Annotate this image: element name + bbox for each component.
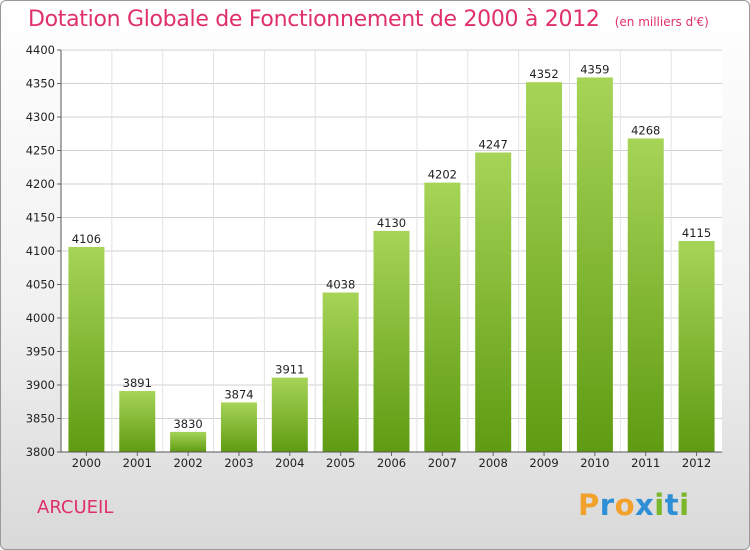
bar-value-label: 4359 xyxy=(580,62,609,76)
bar xyxy=(373,230,410,452)
bar xyxy=(220,402,257,452)
x-tick-label: 2001 xyxy=(123,456,152,470)
x-tick-label: 2005 xyxy=(326,456,355,470)
x-tick-label: 2003 xyxy=(224,456,253,470)
bar xyxy=(627,138,664,452)
x-tick-label: 2002 xyxy=(173,456,202,470)
title-row: Dotation Globale de Fonctionnement de 20… xyxy=(28,7,709,32)
x-tick-label: 2006 xyxy=(377,456,406,470)
y-tick-label: 4250 xyxy=(26,144,55,158)
y-tick-label: 3900 xyxy=(26,378,55,392)
bar xyxy=(119,391,156,452)
y-tick-label: 4150 xyxy=(26,211,55,225)
y-tick-label: 4350 xyxy=(26,77,55,91)
bar xyxy=(526,82,563,452)
x-tick-label: 2000 xyxy=(72,456,101,470)
bar-value-label: 3911 xyxy=(275,363,304,377)
y-tick-label: 3850 xyxy=(26,412,55,426)
bar-value-label: 3891 xyxy=(123,376,152,390)
city-label: ARCUEIL xyxy=(37,497,114,518)
x-tick-label: 2012 xyxy=(682,456,711,470)
chart-unit: (en milliers d'€) xyxy=(614,15,709,29)
chart-title: Dotation Globale de Fonctionnement de 20… xyxy=(28,7,600,32)
bar-value-label: 4115 xyxy=(682,226,711,240)
bar-value-label: 4202 xyxy=(428,168,457,182)
bar-value-label: 4130 xyxy=(377,216,406,230)
bar xyxy=(68,246,105,452)
y-tick-label: 3950 xyxy=(26,345,55,359)
x-tick-label: 2008 xyxy=(479,456,508,470)
bar-value-label: 4038 xyxy=(326,278,355,292)
bar xyxy=(424,182,461,452)
bar-value-label: 3830 xyxy=(173,417,202,431)
x-tick-label: 2011 xyxy=(631,456,660,470)
y-tick-label: 4300 xyxy=(26,110,55,124)
bar-value-label: 4268 xyxy=(631,123,660,137)
bar xyxy=(271,377,308,452)
x-tick-label: 2010 xyxy=(580,456,609,470)
y-tick-label: 4000 xyxy=(26,311,55,325)
bar xyxy=(322,292,359,452)
bar-value-label: 4247 xyxy=(479,138,508,152)
bar-value-label: 4106 xyxy=(72,232,101,246)
y-tick-label: 4400 xyxy=(26,43,55,57)
y-tick-label: 3800 xyxy=(26,445,55,459)
x-tick-label: 2004 xyxy=(275,456,304,470)
y-tick-label: 4100 xyxy=(26,244,55,258)
bar-value-label: 4352 xyxy=(529,67,558,81)
bar xyxy=(475,152,512,452)
y-tick-label: 4200 xyxy=(26,177,55,191)
proxiti-logo: Proxiti xyxy=(578,488,690,522)
y-tick-label: 4050 xyxy=(26,278,55,292)
bar xyxy=(576,77,613,452)
x-tick-label: 2009 xyxy=(529,456,558,470)
x-tick-label: 2007 xyxy=(428,456,457,470)
bar-value-label: 3874 xyxy=(224,387,253,401)
bar xyxy=(678,240,715,452)
bar xyxy=(170,431,207,452)
